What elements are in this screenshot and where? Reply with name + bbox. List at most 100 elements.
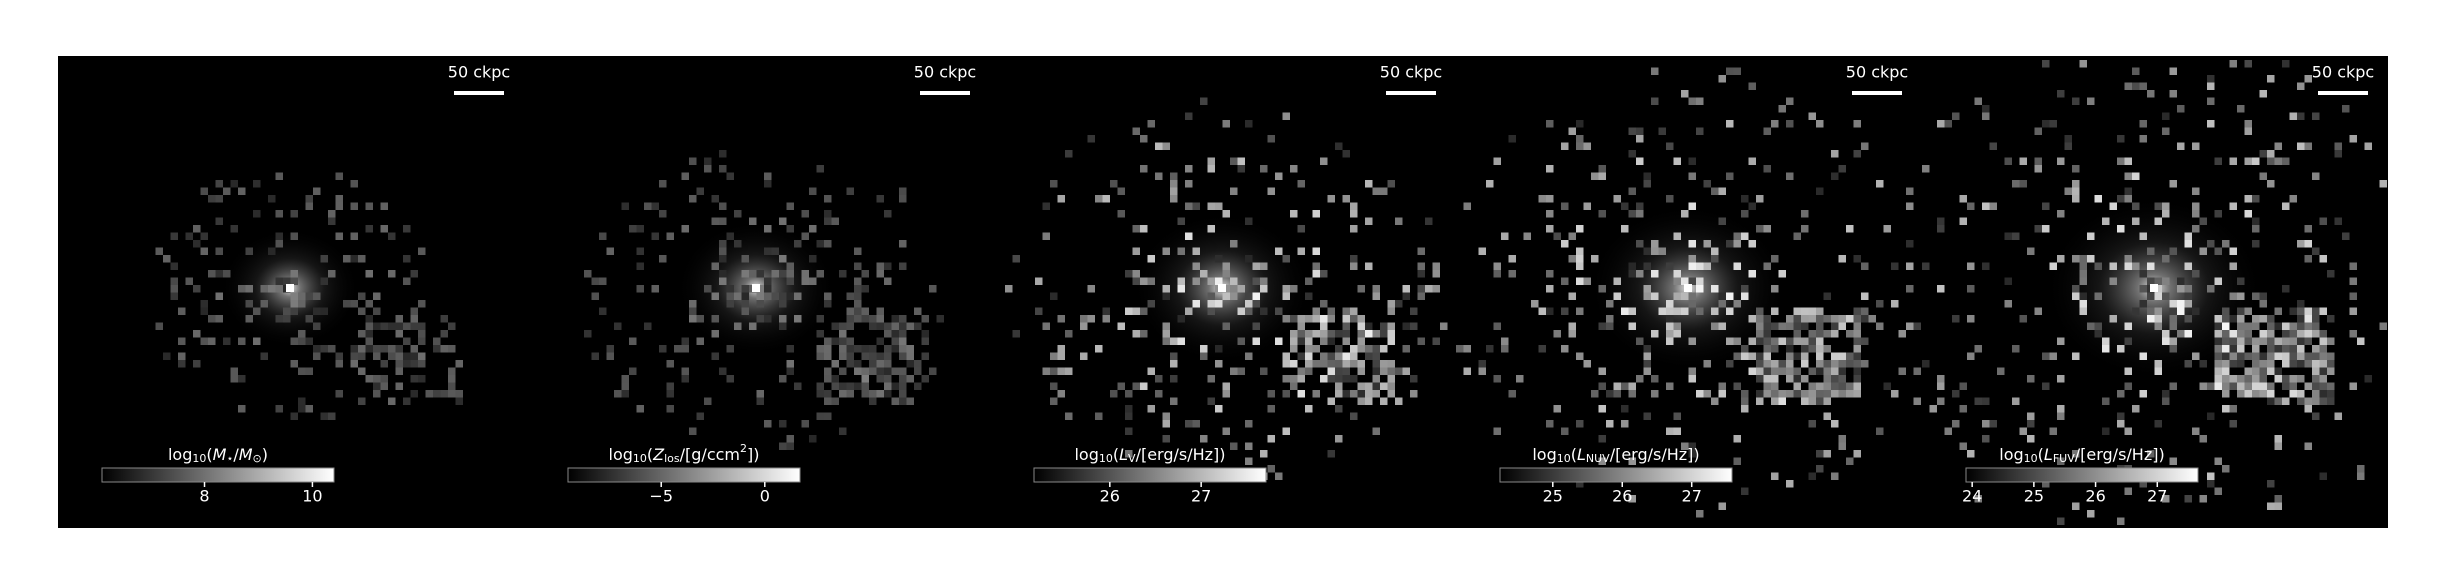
pixel bbox=[1726, 120, 1734, 128]
pixel bbox=[313, 187, 321, 195]
pixel bbox=[2169, 337, 2177, 345]
pixel bbox=[275, 210, 283, 218]
pixel bbox=[2327, 397, 2335, 405]
pixel bbox=[1576, 225, 1584, 233]
pixel bbox=[2042, 382, 2050, 390]
pixel bbox=[358, 345, 366, 353]
pixel bbox=[719, 202, 727, 210]
pixel bbox=[2222, 465, 2230, 473]
pixel bbox=[1568, 127, 1576, 135]
pixel bbox=[380, 322, 388, 330]
pixel bbox=[1177, 217, 1185, 225]
pixel bbox=[2169, 382, 2177, 390]
pixel bbox=[1147, 120, 1155, 128]
pixel bbox=[1846, 382, 1854, 390]
pixel bbox=[1853, 315, 1861, 323]
pixel bbox=[2222, 360, 2230, 368]
pixel bbox=[1372, 390, 1380, 398]
pixel bbox=[696, 187, 704, 195]
pixel bbox=[1305, 367, 1313, 375]
pixel bbox=[1297, 337, 1305, 345]
pixel bbox=[200, 232, 208, 240]
pixel bbox=[1688, 375, 1696, 383]
pixel bbox=[1320, 330, 1328, 338]
pixel bbox=[185, 232, 193, 240]
pixel bbox=[178, 360, 186, 368]
pixel bbox=[2042, 120, 2050, 128]
pixel bbox=[1952, 315, 1960, 323]
pixel bbox=[2169, 247, 2177, 255]
pixel bbox=[816, 390, 824, 398]
pixel bbox=[1290, 375, 1298, 383]
pixel bbox=[1756, 330, 1764, 338]
pixel bbox=[734, 292, 742, 300]
pixel bbox=[884, 345, 892, 353]
label-part: ( bbox=[206, 445, 212, 464]
pixel bbox=[1290, 382, 1298, 390]
pixel bbox=[854, 277, 862, 285]
pixel bbox=[1711, 187, 1719, 195]
pixel bbox=[1327, 450, 1335, 458]
pixel bbox=[2049, 120, 2057, 128]
pixel bbox=[726, 232, 734, 240]
pixel bbox=[2117, 345, 2125, 353]
pixel bbox=[328, 345, 336, 353]
pixel bbox=[1756, 195, 1764, 203]
pixel bbox=[2117, 517, 2125, 525]
pixel bbox=[2034, 225, 2042, 233]
pixel bbox=[1726, 172, 1734, 180]
pixel bbox=[2094, 262, 2102, 270]
pixel bbox=[1688, 450, 1696, 458]
label-part: ( bbox=[647, 445, 653, 464]
pixel bbox=[921, 315, 929, 323]
pixel bbox=[1853, 337, 1861, 345]
pixel bbox=[831, 397, 839, 405]
pixel bbox=[2289, 322, 2297, 330]
pixel bbox=[1147, 277, 1155, 285]
pixel bbox=[831, 217, 839, 225]
pixel bbox=[1763, 225, 1771, 233]
pixel bbox=[1681, 307, 1689, 315]
pixel bbox=[1763, 360, 1771, 368]
pixel bbox=[1372, 292, 1380, 300]
pixel bbox=[1282, 255, 1290, 263]
pixel bbox=[1771, 255, 1779, 263]
pixel bbox=[771, 270, 779, 278]
pixel bbox=[2244, 307, 2252, 315]
pixel bbox=[380, 345, 388, 353]
pixel bbox=[1681, 90, 1689, 98]
pixel bbox=[1177, 337, 1185, 345]
pixel bbox=[636, 405, 644, 413]
pixel bbox=[1155, 375, 1163, 383]
pixel bbox=[621, 382, 629, 390]
pixel bbox=[1808, 315, 1816, 323]
pixel bbox=[2304, 330, 2312, 338]
pixel bbox=[1410, 390, 1418, 398]
pixel bbox=[2312, 375, 2320, 383]
pixel bbox=[2214, 367, 2222, 375]
pixel bbox=[1733, 67, 1741, 75]
pixel bbox=[1778, 397, 1786, 405]
pixel bbox=[2207, 285, 2215, 293]
pixel bbox=[906, 375, 914, 383]
pixel bbox=[1380, 322, 1388, 330]
pixel bbox=[1365, 262, 1373, 270]
pixel bbox=[1192, 262, 1200, 270]
pixel bbox=[2199, 435, 2207, 443]
pixel bbox=[1342, 330, 1350, 338]
pixel bbox=[1763, 367, 1771, 375]
pixel bbox=[1838, 315, 1846, 323]
pixel bbox=[2312, 172, 2320, 180]
colorbar-label: log10(LV/[erg/s/Hz]) bbox=[1074, 445, 1225, 466]
pixel bbox=[1215, 277, 1223, 285]
pixel bbox=[2327, 352, 2335, 360]
pixel bbox=[335, 232, 343, 240]
pixel bbox=[891, 322, 899, 330]
pixel bbox=[1516, 375, 1524, 383]
pixel bbox=[921, 337, 929, 345]
pixel bbox=[388, 345, 396, 353]
pixel bbox=[779, 442, 787, 450]
pixel bbox=[1997, 367, 2005, 375]
pixel bbox=[1538, 345, 1546, 353]
